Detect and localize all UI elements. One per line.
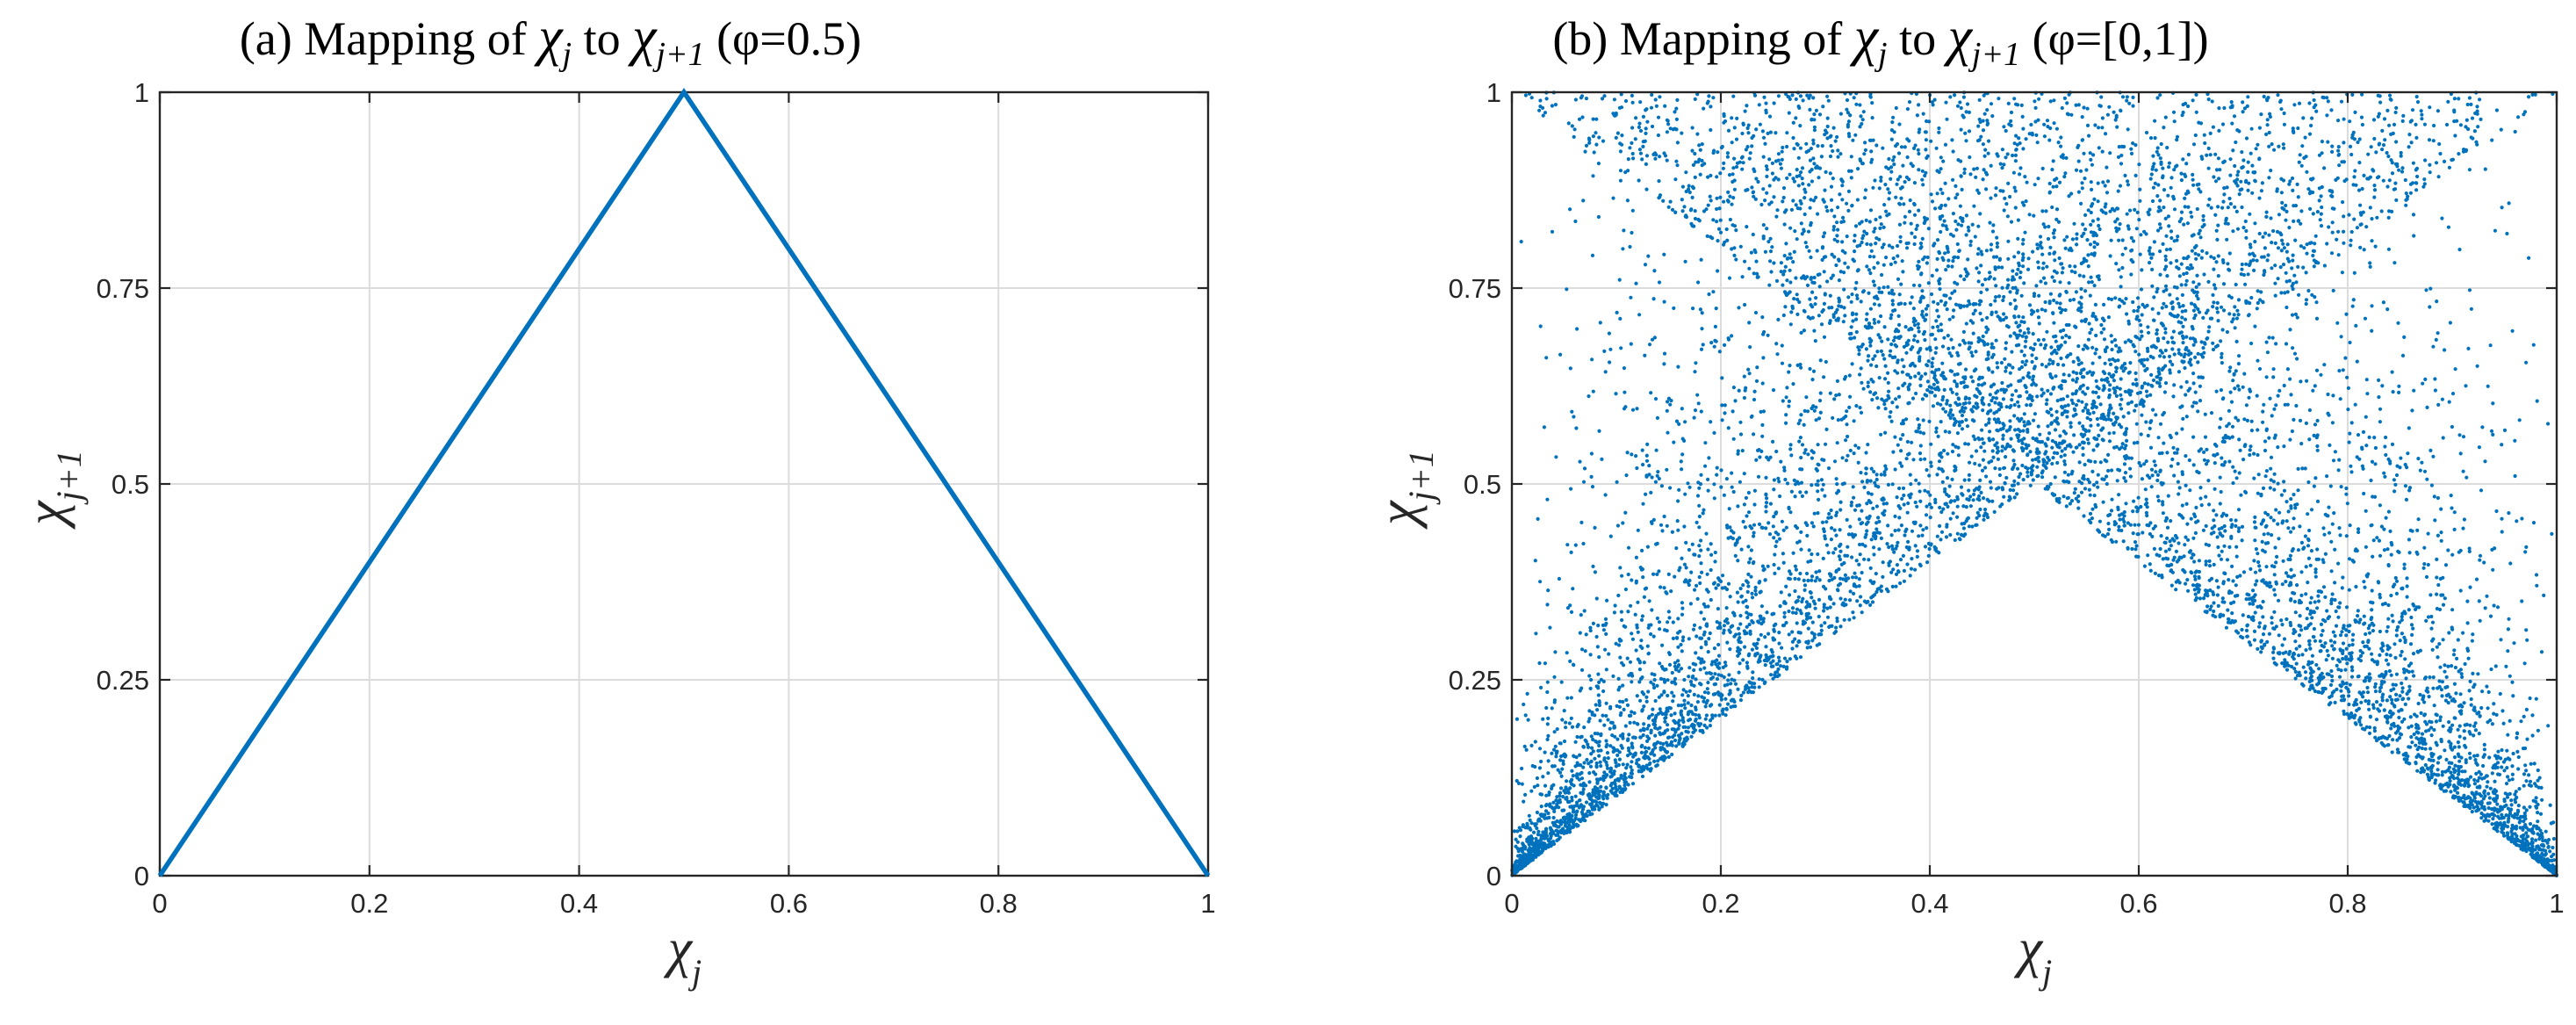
y-tick-label: 0.25 (97, 665, 149, 696)
x-tick-label: 0.2 (350, 888, 388, 919)
y-tick-label: 1 (134, 77, 149, 108)
chart-a-ticks: 0 0.2 0.4 0.6 0.8 1 0 0.25 0.5 0.75 1 (97, 77, 1216, 919)
chart-a-ylabel: χj+1 (16, 450, 89, 529)
chart-a-marks (157, 88, 1211, 877)
x-tick-label: 0.6 (770, 888, 808, 919)
x-tick-label: 1 (2549, 888, 2564, 919)
y-tick-label: 1 (1486, 77, 1501, 108)
x-tick-label: 0.4 (560, 888, 598, 919)
chart-b-xlabel: χj (2014, 919, 2052, 992)
chart-b-ylabel: χj+1 (1368, 450, 1441, 529)
x-tick-label: 0 (152, 888, 167, 919)
y-tick-label: 0 (134, 861, 149, 891)
chart-a-xlabel: χj (664, 919, 702, 992)
x-tick-label: 0.6 (2119, 888, 2157, 919)
chart-a-title: (a) Mapping of χj to χj+1 (φ=0.5) (240, 7, 861, 73)
y-tick-label: 0.25 (1449, 665, 1501, 696)
y-tick-label: 0.5 (1464, 469, 1501, 500)
y-tick-label: 0.75 (1449, 273, 1501, 304)
x-tick-label: 1 (1200, 888, 1215, 919)
chart-panel-a: (a) Mapping of χj to χj+1 (φ=0.5) 0 0.2 0.… (16, 7, 1216, 992)
x-tick-label: 0.4 (1910, 888, 1948, 919)
x-tick-label: 0.8 (2328, 888, 2366, 919)
x-tick-label: 0 (1504, 888, 1519, 919)
scatter-points (1510, 90, 2558, 878)
chart-panel-b: (b) Mapping of χj to χj+1 (φ=[0,1]) 0 0.2… (1368, 7, 2565, 992)
chart-a-grid (159, 91, 1209, 877)
y-tick-label: 0.75 (97, 273, 149, 304)
series-line (157, 88, 1211, 877)
chart-b-title: (b) Mapping of χj to χj+1 (φ=[0,1]) (1552, 7, 2208, 73)
y-tick-label: 0.5 (112, 469, 149, 500)
chart-b-marks (1510, 90, 2558, 878)
x-tick-label: 0.8 (980, 888, 1018, 919)
y-tick-label: 0 (1486, 861, 1501, 891)
x-tick-label: 0.2 (1702, 888, 1739, 919)
chart-b-ticks: 0 0.2 0.4 0.6 0.8 1 0 0.25 0.5 0.75 1 (1449, 77, 2565, 919)
